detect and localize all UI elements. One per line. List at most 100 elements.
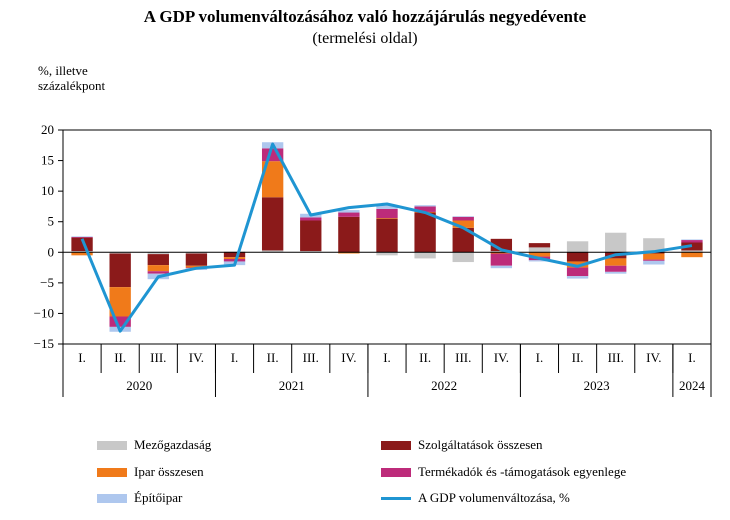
- bar-segment-2-5: [261, 161, 284, 198]
- bar-segment-2-7: [338, 252, 360, 254]
- y-axis-unit-label: %, illetve: [38, 63, 88, 78]
- bar-segment-0-11: [490, 251, 513, 253]
- x-tick-label: II.: [267, 350, 279, 365]
- bar-segment-0-5: [261, 250, 284, 253]
- legend-label: Mezőgazdaság: [134, 437, 212, 452]
- bar-segment-1-5: [261, 197, 284, 251]
- bar-segment-0-16: [681, 250, 703, 253]
- y-tick-label: 0: [48, 244, 55, 259]
- bar-segment-3-9: [414, 206, 436, 212]
- bar-segment-0-2: [147, 252, 169, 255]
- bar-segment-0-8: [376, 252, 398, 256]
- x-tick-label: III.: [455, 350, 471, 365]
- bar-segment-2-14: [605, 258, 627, 266]
- x-tick-label: II.: [419, 350, 431, 365]
- x-tick-label: I.: [688, 350, 696, 365]
- bar-segment-1-7: [338, 216, 360, 253]
- bar-segment-3-6: [300, 217, 322, 221]
- x-tick-label: III.: [608, 350, 624, 365]
- bar-segment-3-11: [490, 253, 513, 266]
- x-tick-label: I.: [536, 350, 544, 365]
- legend-label: Ipar összesen: [134, 464, 204, 479]
- bar-segment-2-16: [681, 252, 703, 258]
- y-tick-label: 15: [41, 153, 54, 168]
- chart-title: A GDP volumenváltozásához való hozzájáru…: [143, 7, 587, 26]
- bar-segment-2-15: [643, 253, 665, 260]
- bar-segment-4-12: [528, 260, 551, 262]
- year-label: 2020: [126, 378, 152, 393]
- year-label: 2021: [279, 378, 305, 393]
- legend-label: A GDP volumenváltozása, %: [418, 490, 570, 505]
- bar-segment-1-4: [223, 252, 246, 258]
- bar-segment-1-3: [185, 253, 208, 266]
- bar-segment-1-10: [452, 227, 474, 253]
- bar-segment-3-16: [681, 240, 703, 243]
- bar-segment-0-9: [414, 252, 436, 259]
- bar-segment-1-13: [566, 252, 589, 262]
- bar-segment-3-0: [71, 237, 93, 238]
- year-label: 2023: [584, 378, 610, 393]
- y-tick-label: −10: [34, 305, 54, 320]
- x-tick-label: IV.: [189, 350, 204, 365]
- bar-segment-2-12: [528, 252, 551, 257]
- bar-segment-1-12: [528, 243, 551, 248]
- year-label: 2022: [431, 378, 457, 393]
- x-tick-label: II.: [572, 350, 584, 365]
- legend-swatch: [381, 441, 411, 450]
- legend-label: Termékadók és -támogatások egyenlege: [418, 464, 627, 479]
- bar-segment-4-9: [414, 205, 436, 207]
- bar-segment-3-1: [109, 316, 131, 327]
- bar-segment-1-9: [414, 212, 436, 253]
- x-tick-label: I.: [383, 350, 391, 365]
- legend-swatch: [97, 494, 127, 503]
- legend-label: Szolgáltatások összesen: [418, 437, 543, 452]
- x-tick-label: II.: [114, 350, 126, 365]
- bar-segment-4-7: [338, 210, 360, 213]
- legend-label: Építőipar: [134, 490, 183, 505]
- y-tick-label: 20: [41, 122, 54, 137]
- x-tick-label: IV.: [494, 350, 509, 365]
- legend-swatch: [381, 497, 411, 500]
- bar-segment-0-15: [643, 238, 665, 253]
- bar-segment-4-14: [605, 271, 627, 274]
- bar-segment-4-0: [71, 236, 93, 237]
- legend-swatch: [97, 468, 127, 477]
- x-tick-label: IV.: [341, 350, 356, 365]
- x-tick-label: I.: [231, 350, 239, 365]
- bar-segment-0-12: [528, 247, 551, 253]
- bar-segment-2-0: [71, 252, 93, 256]
- y-axis-unit-label-2: százalékpont: [38, 78, 106, 93]
- bar-segment-0-13: [566, 241, 589, 253]
- bar-segment-0-1: [109, 252, 131, 254]
- y-tick-label: −5: [40, 275, 54, 290]
- bar-segment-3-10: [452, 216, 474, 221]
- y-tick-label: 5: [48, 214, 55, 229]
- bar-segment-4-8: [376, 205, 398, 209]
- bar-segment-2-2: [147, 265, 169, 272]
- chart-subtitle: (termelési oldal): [312, 30, 418, 47]
- bar-segment-2-1: [109, 287, 131, 317]
- bar-segment-0-3: [185, 252, 208, 254]
- x-tick-label: I.: [78, 350, 86, 365]
- x-tick-label: IV.: [646, 350, 661, 365]
- y-tick-label: −15: [34, 336, 54, 351]
- bar-segment-4-10: [452, 216, 474, 217]
- bar-segment-4-11: [490, 265, 513, 269]
- bar-segment-3-14: [605, 265, 627, 272]
- x-tick-label: III.: [303, 350, 319, 365]
- bar-segment-2-11: [490, 252, 513, 254]
- bar-segment-1-0: [71, 237, 93, 252]
- bar-segment-1-6: [300, 220, 322, 252]
- bar-segment-0-0: [71, 251, 93, 253]
- bar-segment-3-15: [643, 259, 665, 261]
- year-label: 2024: [679, 378, 706, 393]
- legend-swatch: [97, 441, 127, 450]
- x-tick-label: III.: [150, 350, 166, 365]
- bar-segment-2-13: [566, 261, 589, 268]
- bar-segment-3-2: [147, 271, 169, 274]
- bar-segment-1-8: [376, 218, 398, 253]
- bar-segment-3-8: [376, 208, 398, 219]
- bar-segment-1-1: [109, 253, 131, 288]
- y-tick-label: 10: [41, 183, 54, 198]
